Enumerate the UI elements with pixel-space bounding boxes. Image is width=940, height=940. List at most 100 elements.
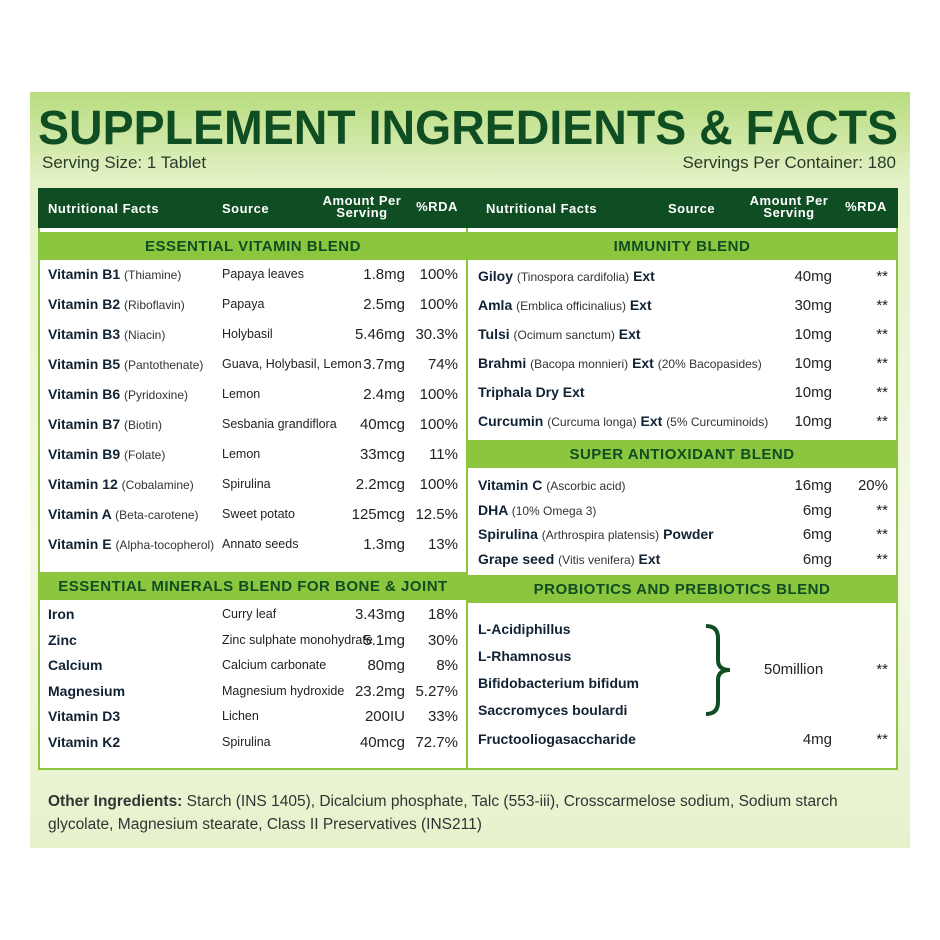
ingredient-name: Vitamin B5 (Pantothenate): [48, 356, 203, 372]
source: Sweet potato: [222, 507, 295, 521]
ext: Ext: [633, 268, 655, 284]
ext: Ext: [629, 297, 652, 313]
detail: (Biotin): [124, 418, 163, 432]
rda: 13%: [427, 536, 458, 553]
name: Fructooliogasaccharide: [478, 731, 636, 747]
header-label: Source: [668, 201, 716, 216]
amount: 6mg: [802, 550, 832, 568]
name: Vitamin B5: [48, 356, 121, 372]
detail: (Alpha-tocopherol): [115, 538, 215, 552]
ext: Ext: [638, 550, 661, 567]
amount: 40mg: [794, 268, 832, 285]
amount: 16mg: [794, 477, 832, 494]
header-label: Nutritional Facts: [48, 201, 160, 216]
name: Magnesium: [48, 682, 126, 699]
amount: 2.4mg: [363, 386, 405, 403]
name: Vitamin B2: [48, 296, 121, 312]
source: Lemon: [222, 387, 261, 401]
name: Giloy: [478, 268, 514, 284]
ingredient-name: Spirulina (Arthrospira platensis) Powder: [478, 526, 714, 542]
ingredient-name: Fructooliogasaccharide: [478, 731, 636, 747]
ext: Ext: [640, 413, 663, 429]
name: Zinc: [48, 631, 77, 648]
ingredient-name: DHA (10% Omega 3): [478, 502, 596, 518]
header-bar: [38, 188, 898, 228]
amount: 4mg: [802, 731, 832, 748]
name: Triphala Dry Ext: [478, 384, 585, 400]
ingredient-name: Vitamin B7 (Biotin): [48, 416, 162, 432]
ingredient-name: Vitamin A (Beta-carotene): [48, 506, 199, 522]
name: Vitamin 12: [48, 476, 118, 492]
ingredient-name: Vitamin E (Alpha-tocopherol): [48, 536, 214, 552]
rda: 18%: [427, 606, 458, 623]
name: Curcumin: [478, 413, 544, 429]
amount: 2.5mg: [363, 296, 405, 313]
rda: 100%: [419, 416, 458, 433]
amount: 2.2mcg: [355, 476, 405, 493]
ingredient-name: Amla (Emblica officinalius) Ext: [478, 297, 652, 313]
name: Vitamin B9: [48, 446, 121, 462]
ingredient-name: Tulsi (Ocimum sanctum) Ext: [478, 326, 641, 342]
name: Iron: [48, 606, 75, 622]
detail: (Emblica officinalius): [516, 299, 626, 313]
source: Papaya leaves: [222, 267, 305, 281]
ingredient-name: Vitamin B1 (Thiamine): [48, 266, 181, 282]
amount: 23.2mg: [354, 682, 405, 700]
rda: **: [876, 526, 888, 543]
rda: 74%: [427, 356, 458, 373]
ingredient-name: Curcumin (Curcuma longa) Ext (5% Curcumi…: [478, 413, 768, 429]
ingredient-name: Brahmi (Bacopa monnieri) Ext (20% Bacopa…: [478, 355, 762, 371]
amount: 10mg: [794, 413, 832, 430]
rda: 30%: [427, 631, 458, 649]
section-title: IMMUNITY BLEND: [468, 232, 896, 260]
ingredient-name: Triphala Dry Ext: [478, 384, 585, 400]
rda: 33%: [427, 708, 458, 725]
amount: 125mcg: [351, 506, 405, 523]
other-ingredients-label: Other Ingredients:: [48, 793, 183, 810]
ext: Powder: [663, 526, 714, 542]
ingredient-name: Giloy (Tinospora cardifolia) Ext: [478, 268, 655, 284]
amount: 50million: [764, 661, 824, 678]
probiotic-name: L-Rhamnosus: [478, 648, 572, 664]
detail: (Beta-carotene): [115, 508, 199, 522]
rda: 72.7%: [415, 733, 458, 751]
detail: (Ocimum sanctum): [513, 328, 615, 342]
title-svg: SUPPLEMENT INGREDIENTS & FACTS: [38, 102, 898, 155]
ingredient-name: Vitamin B2 (Riboflavin): [48, 296, 185, 312]
servings-per-container: Servings Per Container: 180: [682, 153, 896, 172]
ingredient-name: Vitamin B3 (Niacin): [48, 326, 165, 342]
amount: 10mg: [794, 355, 832, 372]
name: Vitamin B6: [48, 386, 121, 402]
header-label: %RDA: [845, 199, 887, 214]
detail: (Pantothenate): [124, 358, 204, 372]
detail: (Niacin): [124, 328, 166, 342]
rda: **: [876, 550, 888, 568]
note: (20% Bacopasides): [657, 357, 762, 371]
source: Spirulina: [222, 734, 271, 749]
amount: 3.7mg: [363, 356, 405, 373]
serving-size: Serving Size: 1 Tablet: [42, 153, 207, 172]
detail: (Ascorbic acid): [546, 479, 626, 493]
ingredient-name: Vitamin B6 (Pyridoxine): [48, 386, 188, 402]
amount: 3.43mg: [354, 606, 405, 623]
brace: [705, 624, 731, 716]
section-title: SUPER ANTIOXIDANT BLEND: [468, 440, 896, 468]
name: Brahmi: [478, 355, 527, 371]
rda: **: [876, 413, 888, 430]
ingredient-name: Vitamin D3: [48, 708, 120, 724]
probiotic-name: Bifidobacterium bifidum: [478, 675, 639, 691]
name: Vitamin B3: [48, 326, 121, 342]
header-label: Amount Per Serving: [322, 193, 402, 220]
amount: 5.1mg: [363, 631, 405, 649]
name: Vitamin K2: [48, 733, 121, 750]
amount: 1.8mg: [363, 266, 405, 283]
rda: **: [876, 731, 888, 748]
source: Spirulina: [222, 477, 271, 491]
name: Vitamin C: [478, 477, 543, 493]
section-title: PROBIOTICS AND PREBIOTICS BLEND: [468, 575, 896, 603]
detail: (Cobalamine): [121, 478, 194, 492]
amount: 10mg: [794, 326, 832, 343]
amount: 10mg: [794, 384, 832, 401]
amount: 1.3mg: [363, 536, 405, 553]
